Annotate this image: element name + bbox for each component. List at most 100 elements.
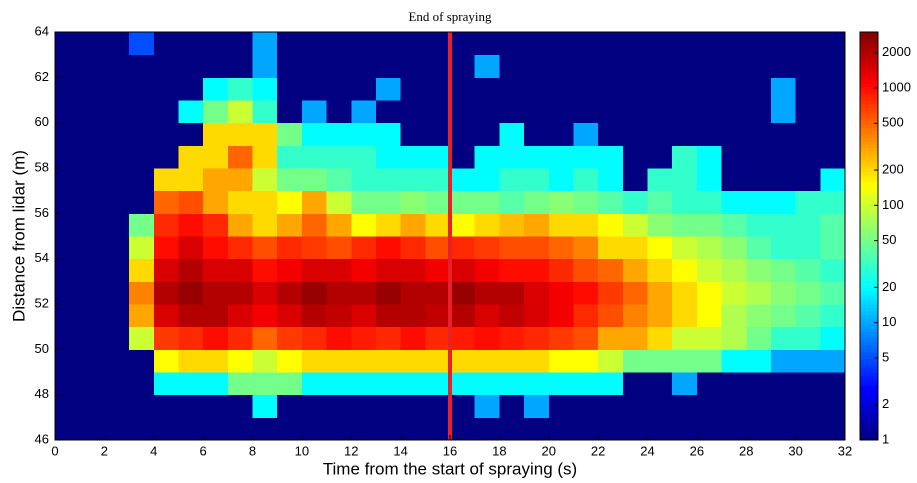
heat-cell [622,145,648,169]
heat-cell [55,77,81,101]
heat-cell [129,304,155,328]
heat-cell [129,213,155,237]
colorbar-segment [860,266,878,271]
heat-cell [721,281,747,305]
heat-cell [425,213,451,237]
heat-cell [277,326,303,350]
heat-cell [474,258,500,282]
heat-cell [425,168,451,192]
colorbar-segment [860,395,878,400]
heat-cell [795,168,821,192]
colorbar-segment [860,307,878,312]
heat-cell [622,213,648,237]
colorbar-segment [860,76,878,81]
colorbar-segment [860,225,878,230]
heat-cell [524,394,550,418]
heat-cell [55,54,81,78]
heat-cell [795,190,821,214]
heat-cell [450,281,476,305]
heatmap [55,32,846,441]
heat-cell [277,258,303,282]
heat-cell [474,190,500,214]
heat-cell [203,236,229,260]
heat-cell [400,394,426,418]
heat-cell [227,32,253,56]
heat-cell [227,213,253,237]
heat-cell [820,190,846,214]
heat-cell [795,372,821,396]
colorbar-segment [860,283,878,288]
heat-cell [227,394,253,418]
heat-cell [696,145,723,169]
heat-cell [770,77,797,101]
heat-cell [55,394,81,418]
heat-cell [326,213,352,237]
heat-cell [178,349,204,373]
colorbar-segment [860,59,878,64]
heat-cell [598,394,624,418]
heat-cell [351,349,377,373]
colorbar-segment [860,137,878,142]
heat-cell [795,236,821,260]
heat-cell [474,168,500,192]
heat-cell [647,372,673,396]
heat-cell [450,190,476,214]
colorbar-tick-label: 2000 [882,44,911,59]
heat-cell [696,394,723,418]
colorbar-segment [860,409,878,414]
heat-cell [129,417,155,441]
heat-cell [425,304,451,328]
heat-cell [450,122,476,146]
heat-cell [524,190,550,214]
heat-cell [79,213,105,237]
heat-cell [696,236,723,260]
heat-cell [203,417,229,441]
heat-cell [696,349,723,373]
colorbar-segment [860,365,878,370]
heat-cell [351,417,377,441]
heat-cell [548,213,574,237]
colorbar-segment [860,426,878,431]
heat-cell [351,304,377,328]
colorbar-segment [860,253,878,257]
heat-cell [104,236,130,260]
heat-cell [252,77,278,101]
heat-cell [647,417,673,441]
heat-cell [622,349,648,373]
heat-cell [425,258,451,282]
heat-cell [795,122,821,146]
colorbar-segment [860,42,878,47]
heat-cell [696,32,723,56]
heat-cell [647,54,673,78]
colorbar-segment [860,72,878,77]
colorbar-segment [860,232,878,237]
heat-cell [153,213,179,237]
heat-cell [524,122,550,146]
heat-cell [622,168,648,192]
heat-cell [400,304,426,328]
colorbar-segment [860,103,878,108]
heat-cell [153,258,179,282]
colorbar-segment [860,191,878,196]
colorbar-segment [860,372,878,376]
heat-cell [104,281,130,305]
colorbar-segment [860,86,878,91]
heat-cell [277,372,303,396]
heat-cell [326,326,352,350]
heat-cell [277,394,303,418]
heat-cell [548,304,574,328]
heat-cell [721,236,747,260]
heat-cell [104,349,130,373]
heat-cell [573,213,599,237]
heat-cell [104,122,130,146]
heat-cell [425,372,451,396]
heat-cell [400,54,426,78]
heat-cell [277,349,303,373]
heat-cell [400,145,426,169]
heat-cell [672,258,698,282]
heat-cell [79,372,105,396]
heat-cell [400,326,426,350]
colorbar-segment [860,341,878,346]
colorbar-segment [860,293,878,298]
colorbar-segment [860,96,878,101]
